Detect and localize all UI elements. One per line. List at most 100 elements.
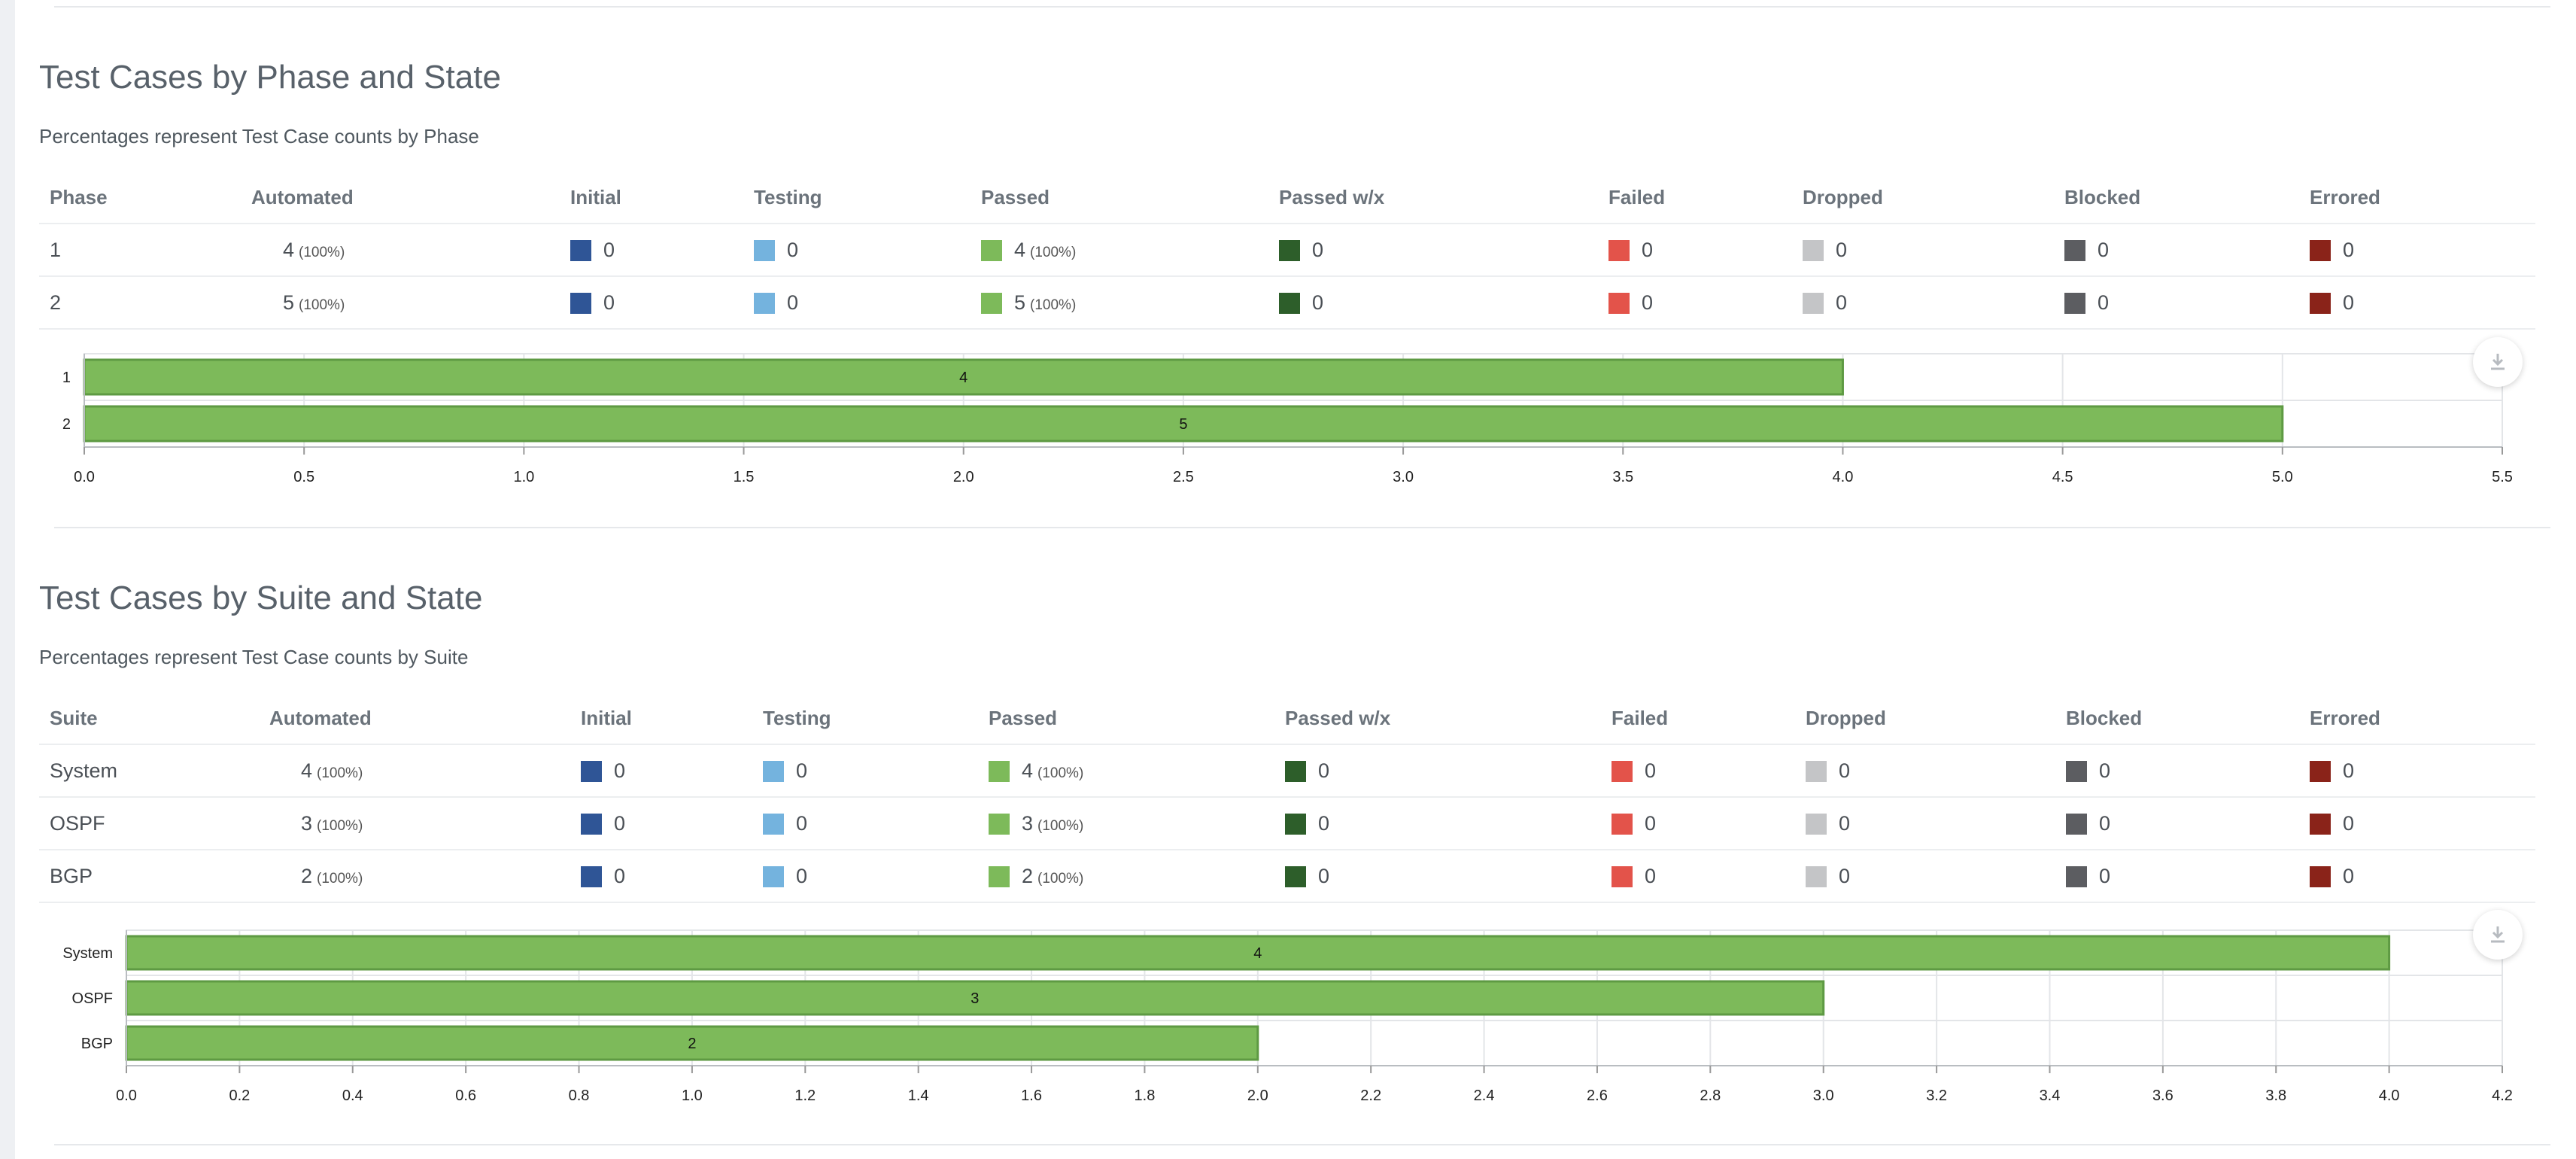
passed-swatch — [981, 293, 1002, 315]
x-tick-label: 3.0 — [1393, 469, 1414, 485]
blocked-count: 0 — [2099, 759, 2111, 782]
testing-swatch — [754, 293, 775, 315]
initial-cell: 0 — [570, 744, 752, 798]
column-header-testing: Testing — [752, 692, 978, 745]
suite-bar-chart: 4 System 3 OSPF 2 BGP 0.0 0.2 0.4 0.6 0.8 1.0 1.2 1.4… — [39, 917, 2552, 1116]
initial-count: 0 — [614, 759, 626, 782]
passed-percent: (100%) — [1037, 765, 1084, 781]
testing-cell: 0 — [752, 744, 978, 798]
failed-cell: 0 — [1598, 224, 1792, 277]
column-header-passed: Passed — [971, 172, 1268, 224]
table-row: BGP 2 (100%) 0 0 2 (100%) 0 0 0 0 0 — [39, 850, 2535, 903]
passed-swatch — [981, 240, 1002, 262]
phase-state-table: Phase Automated Initial Testing Passed P… — [39, 172, 2535, 330]
blocked-swatch — [2066, 866, 2087, 888]
errored-swatch — [2310, 761, 2331, 783]
category-label: 2 — [62, 416, 71, 433]
failed-count: 0 — [1645, 864, 1657, 887]
row-name: BGP — [39, 850, 259, 903]
x-tick-label: 2.2 — [1360, 1088, 1381, 1104]
automated-cell: 4 (100%) — [259, 744, 570, 798]
blocked-swatch — [2066, 761, 2087, 783]
blocked-swatch — [2064, 240, 2085, 262]
column-header-blocked: Blocked — [2055, 692, 2299, 745]
automated-percent: (100%) — [299, 244, 345, 260]
x-tick-label: 1.5 — [734, 469, 755, 485]
column-header-failed: Failed — [1598, 172, 1792, 224]
table-row: 1 4 (100%) 0 0 4 (100%) 0 0 0 0 0 — [39, 224, 2535, 277]
section-title: Test Cases by Suite and State — [39, 580, 483, 616]
x-tick-label: 1.2 — [794, 1088, 816, 1104]
passed-wx-cell: 0 — [1268, 276, 1598, 330]
dropped-swatch — [1803, 240, 1824, 262]
testing-cell: 0 — [752, 797, 978, 850]
x-tick-label: 4.5 — [2052, 469, 2073, 485]
blocked-count: 0 — [2099, 864, 2111, 887]
testing-count: 0 — [787, 238, 799, 261]
dropped-cell: 0 — [1795, 797, 2055, 850]
x-tick-label: 0.8 — [569, 1088, 590, 1104]
initial-swatch — [581, 814, 602, 835]
column-header-automated: Automated — [241, 172, 560, 224]
bar — [83, 405, 2284, 443]
blocked-swatch — [2064, 293, 2085, 315]
testing-count: 0 — [787, 291, 799, 314]
automated-percent: (100%) — [317, 817, 363, 834]
errored-count: 0 — [2343, 291, 2355, 314]
blocked-cell: 0 — [2055, 797, 2299, 850]
passed-count: 5 — [1014, 291, 1026, 314]
initial-cell: 0 — [570, 797, 752, 850]
automated-count: 4 — [283, 238, 295, 261]
category-label: System — [62, 945, 113, 962]
passed-count: 2 — [1022, 864, 1034, 887]
testing-cell: 0 — [743, 276, 971, 330]
row-name: 2 — [39, 276, 241, 330]
dropped-swatch — [1803, 293, 1824, 315]
errored-count: 0 — [2343, 811, 2355, 835]
errored-swatch — [2310, 814, 2331, 835]
failed-swatch — [1612, 761, 1633, 783]
passed-wx-cell: 0 — [1274, 744, 1601, 798]
testing-swatch — [754, 240, 775, 262]
automated-cell: 2 (100%) — [259, 850, 570, 903]
x-tick-label: 2.6 — [1587, 1088, 1608, 1104]
blocked-count: 0 — [2098, 238, 2110, 261]
column-header-passed-wx: Passed w/x — [1268, 172, 1598, 224]
category-label: 1 — [62, 370, 71, 386]
download-chart-button[interactable] — [2473, 337, 2523, 387]
x-tick-label: 0.0 — [116, 1088, 137, 1104]
passed-wx-count: 0 — [1318, 864, 1330, 887]
x-tick-label: 4.2 — [2492, 1088, 2513, 1104]
initial-cell: 0 — [560, 224, 743, 277]
errored-cell: 0 — [2299, 224, 2535, 277]
column-header-initial: Initial — [560, 172, 743, 224]
initial-count: 0 — [614, 864, 626, 887]
passed-count: 4 — [1014, 238, 1026, 261]
dropped-count: 0 — [1836, 291, 1848, 314]
download-chart-button[interactable] — [2473, 910, 2523, 960]
dropped-count: 0 — [1839, 759, 1851, 782]
blocked-cell: 0 — [2055, 744, 2299, 798]
errored-count: 0 — [2343, 759, 2355, 782]
x-tick-label: 3.2 — [1926, 1088, 1947, 1104]
divider — [54, 1144, 2550, 1145]
failed-cell: 0 — [1601, 850, 1795, 903]
column-header-initial: Initial — [570, 692, 752, 745]
passed-percent: (100%) — [1030, 244, 1077, 260]
passed-count: 4 — [1022, 759, 1034, 782]
x-tick-label: 3.6 — [2152, 1088, 2174, 1104]
initial-swatch — [581, 761, 602, 783]
passed-percent: (100%) — [1037, 870, 1084, 887]
passed-percent: (100%) — [1037, 817, 1084, 834]
testing-swatch — [763, 866, 784, 888]
x-tick-label: 3.8 — [2265, 1088, 2286, 1104]
initial-cell: 0 — [570, 850, 752, 903]
testing-swatch — [763, 761, 784, 783]
automated-percent: (100%) — [299, 297, 345, 313]
initial-count: 0 — [603, 291, 615, 314]
blocked-swatch — [2066, 814, 2087, 835]
passed-wx-swatch — [1279, 293, 1300, 315]
x-tick-label: 2.0 — [953, 469, 974, 485]
automated-cell: 5 (100%) — [241, 276, 560, 330]
errored-cell: 0 — [2299, 797, 2535, 850]
